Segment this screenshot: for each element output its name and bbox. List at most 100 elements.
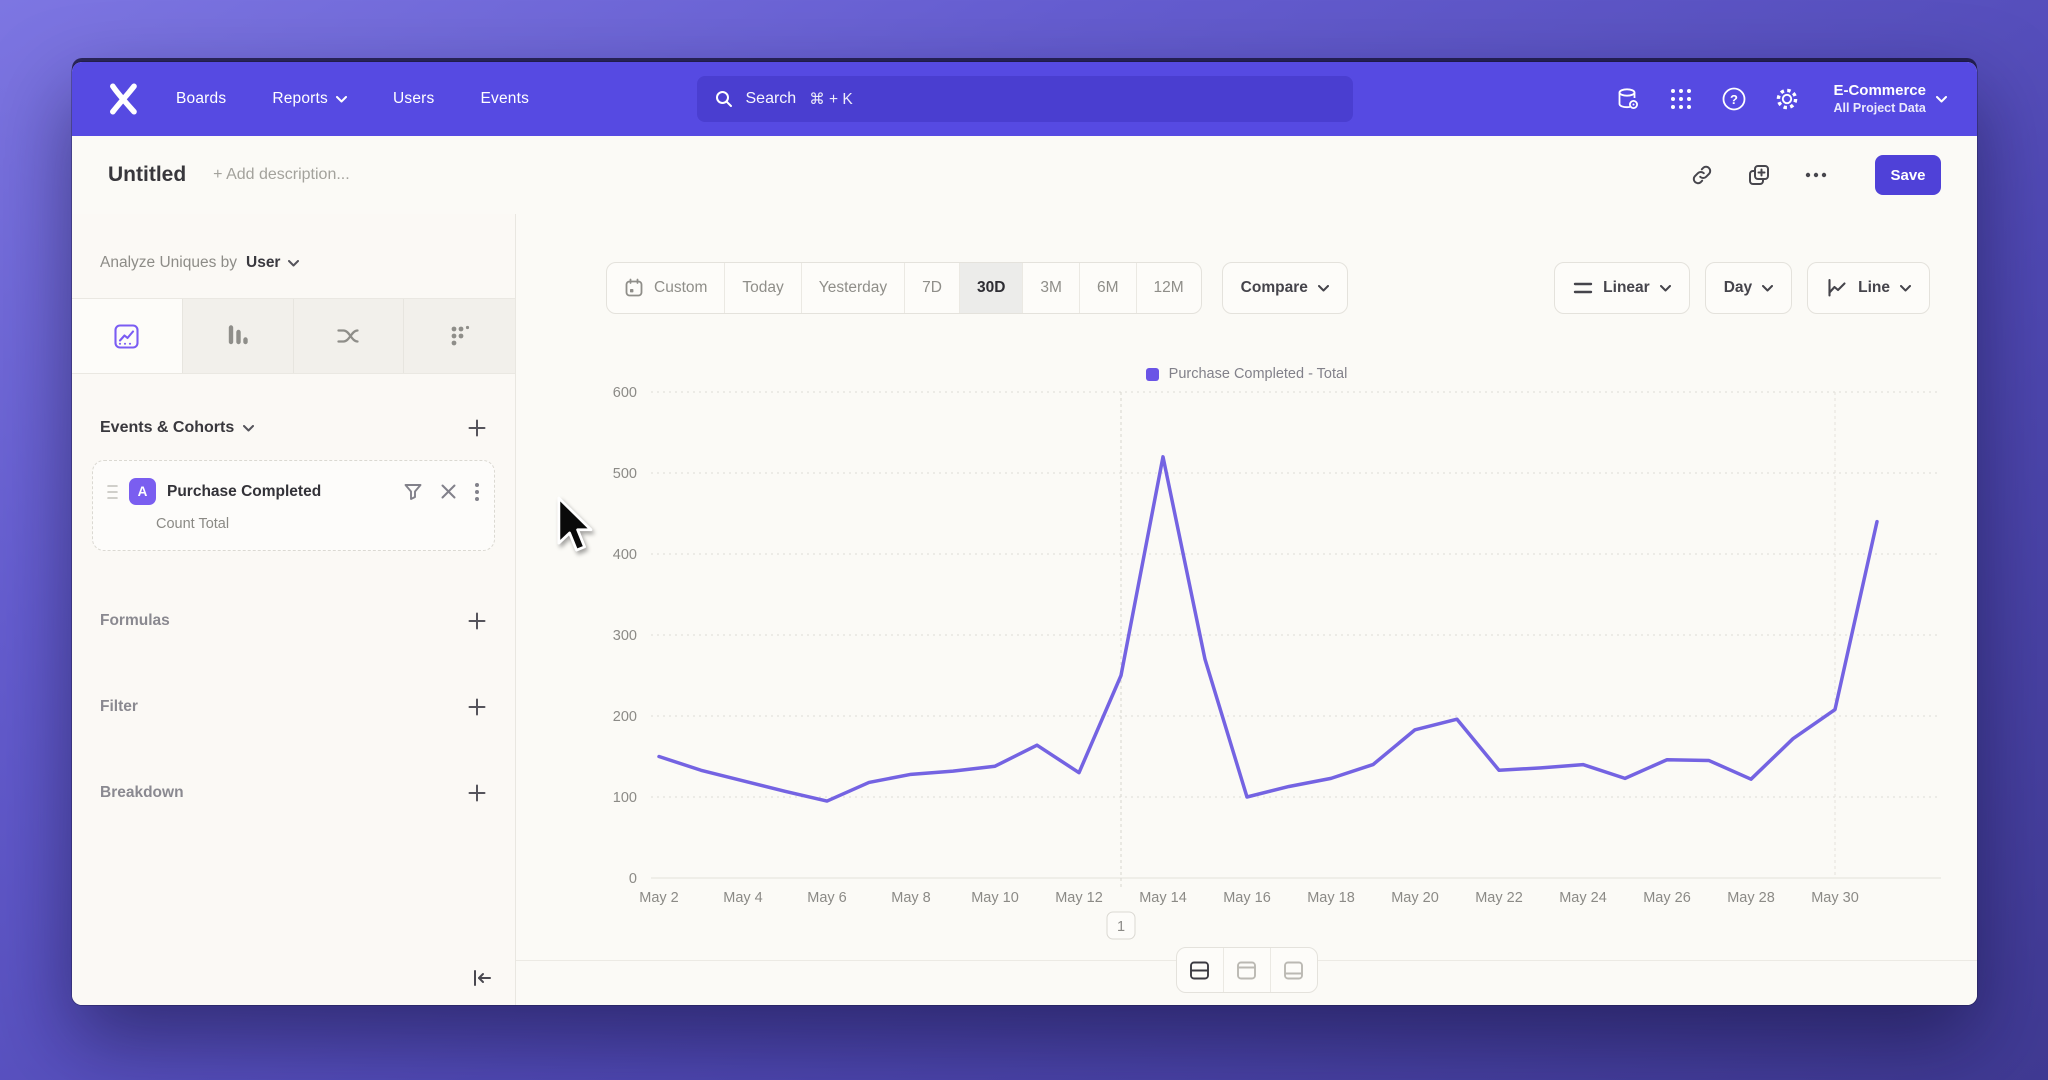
legend-item[interactable]: Purchase Completed - Total — [1145, 366, 1347, 382]
save-button[interactable]: Save — [1875, 155, 1941, 195]
range-7d[interactable]: 7D — [904, 263, 959, 313]
interval-button[interactable]: Day — [1704, 262, 1793, 314]
collapse-sidebar-icon[interactable] — [471, 967, 493, 989]
tab-insights[interactable] — [72, 299, 183, 373]
nav-item-events[interactable]: Events — [480, 90, 529, 108]
chart-type-button[interactable]: Line — [1807, 262, 1930, 314]
add-formula-button[interactable] — [467, 611, 487, 631]
range-label: 3M — [1040, 279, 1062, 296]
range-label: 6M — [1096, 279, 1119, 296]
range-label: 12M — [1153, 279, 1184, 296]
chart-type-label: Line — [1858, 279, 1890, 296]
event-metric-dropdown[interactable]: Count Total — [156, 516, 230, 532]
chevron-down-icon — [288, 259, 300, 266]
range-3m[interactable]: 3M — [1022, 263, 1079, 313]
event-name[interactable]: Purchase Completed — [167, 482, 322, 500]
svg-text:May 20: May 20 — [1391, 890, 1439, 906]
search-icon — [715, 91, 732, 107]
svg-text:May 8: May 8 — [891, 890, 931, 906]
duplicate-icon[interactable] — [1747, 163, 1771, 187]
chevron-down-icon — [336, 95, 347, 102]
svg-text:May 28: May 28 — [1727, 890, 1775, 906]
add-filter-button[interactable] — [467, 697, 487, 717]
chart-legend: Purchase Completed - Total — [516, 366, 1977, 382]
compare-button[interactable]: Compare — [1221, 262, 1348, 314]
events-cohorts-header[interactable]: Events & Cohorts — [100, 419, 255, 437]
range-yesterday[interactable]: Yesterday — [800, 263, 904, 313]
linear-scale-icon — [1573, 282, 1593, 294]
analyze-label: Analyze Uniques by — [100, 254, 237, 271]
event-more-options-icon[interactable] — [474, 482, 480, 502]
copy-link-icon[interactable] — [1690, 163, 1714, 187]
svg-text:May 24: May 24 — [1559, 890, 1607, 906]
bar-chart-icon — [228, 324, 248, 344]
add-breakdown-button[interactable] — [467, 783, 487, 803]
nav-item-users[interactable]: Users — [393, 90, 434, 108]
svg-text:100: 100 — [613, 790, 637, 806]
panel-footer — [516, 947, 1977, 1005]
formulas-section: Formulas — [100, 611, 487, 631]
svg-text:400: 400 — [613, 547, 637, 563]
layout-split-icon — [1190, 961, 1209, 979]
project-name: E-Commerce — [1833, 82, 1926, 100]
svg-text:500: 500 — [613, 466, 637, 482]
range-label: Yesterday — [818, 279, 888, 296]
more-options-icon[interactable] — [1804, 163, 1828, 187]
project-selector[interactable]: E-Commerce All Project Data — [1833, 82, 1947, 116]
layout-toggle-group — [1175, 947, 1318, 993]
range-12m[interactable]: 12M — [1135, 263, 1201, 313]
scale-button[interactable]: Linear — [1554, 262, 1690, 314]
svg-text:May 4: May 4 — [723, 890, 763, 906]
breakdown-label[interactable]: Breakdown — [100, 784, 184, 801]
range-today[interactable]: Today — [724, 263, 800, 313]
svg-text:May 30: May 30 — [1811, 890, 1859, 906]
nav-item-label: Events — [480, 90, 530, 107]
range-30d[interactable]: 30D — [958, 263, 1023, 313]
svg-text:200: 200 — [613, 709, 637, 725]
range-6m[interactable]: 6M — [1078, 263, 1136, 313]
svg-text:May 18: May 18 — [1307, 890, 1355, 906]
mixpanel-logo[interactable] — [106, 82, 140, 116]
filter-event-icon[interactable] — [403, 482, 423, 502]
svg-text:?: ? — [1730, 92, 1738, 107]
data-management-icon[interactable] — [1615, 86, 1641, 112]
layout-top-button[interactable] — [1222, 948, 1270, 992]
events-cohorts-label: Events & Cohorts — [100, 419, 235, 436]
search-input[interactable]: Search ⌘ + K — [696, 76, 1353, 122]
search-shortcut: ⌘ + K — [809, 90, 853, 108]
help-icon[interactable]: ? — [1721, 86, 1747, 112]
tab-funnels[interactable] — [183, 299, 294, 373]
nav-right: ? E-Commerce All Project Data — [1615, 82, 1947, 116]
report-actions: Save — [1690, 155, 1941, 195]
nav-item-reports[interactable]: Reports — [272, 90, 347, 108]
filter-label[interactable]: Filter — [100, 698, 138, 715]
remove-event-icon[interactable] — [440, 483, 457, 500]
events-cohorts-section: Events & Cohorts — [100, 418, 487, 438]
analyze-value-dropdown[interactable]: User — [246, 254, 300, 272]
chevron-down-icon — [243, 424, 255, 431]
report-title[interactable]: Untitled — [108, 163, 187, 186]
svg-text:May 26: May 26 — [1643, 890, 1691, 906]
project-subtitle: All Project Data — [1833, 100, 1926, 115]
chevron-down-icon — [1317, 284, 1329, 291]
event-card[interactable]: A Purchase Completed — [92, 460, 495, 551]
apps-grid-icon[interactable] — [1668, 86, 1694, 112]
chevron-down-icon — [1900, 284, 1911, 291]
nav-item-boards[interactable]: Boards — [176, 90, 226, 108]
nav-item-label: Reports — [272, 90, 328, 107]
analyze-value: User — [246, 254, 281, 271]
layout-bottom-button[interactable] — [1269, 948, 1317, 992]
drag-handle-icon[interactable] — [107, 484, 118, 500]
report-type-tabs — [72, 298, 515, 374]
layout-split-button[interactable] — [1177, 948, 1223, 992]
tab-flows[interactable] — [294, 299, 405, 373]
add-event-button[interactable] — [467, 418, 487, 438]
range-custom[interactable]: Custom — [607, 263, 724, 313]
settings-gear-icon[interactable] — [1774, 86, 1800, 112]
analyze-row: Analyze Uniques by User — [100, 254, 487, 272]
range-label: 30D — [976, 279, 1006, 296]
tab-retention[interactable] — [404, 299, 515, 373]
formulas-label[interactable]: Formulas — [100, 612, 170, 629]
add-description-field[interactable]: + Add description... — [213, 166, 350, 183]
